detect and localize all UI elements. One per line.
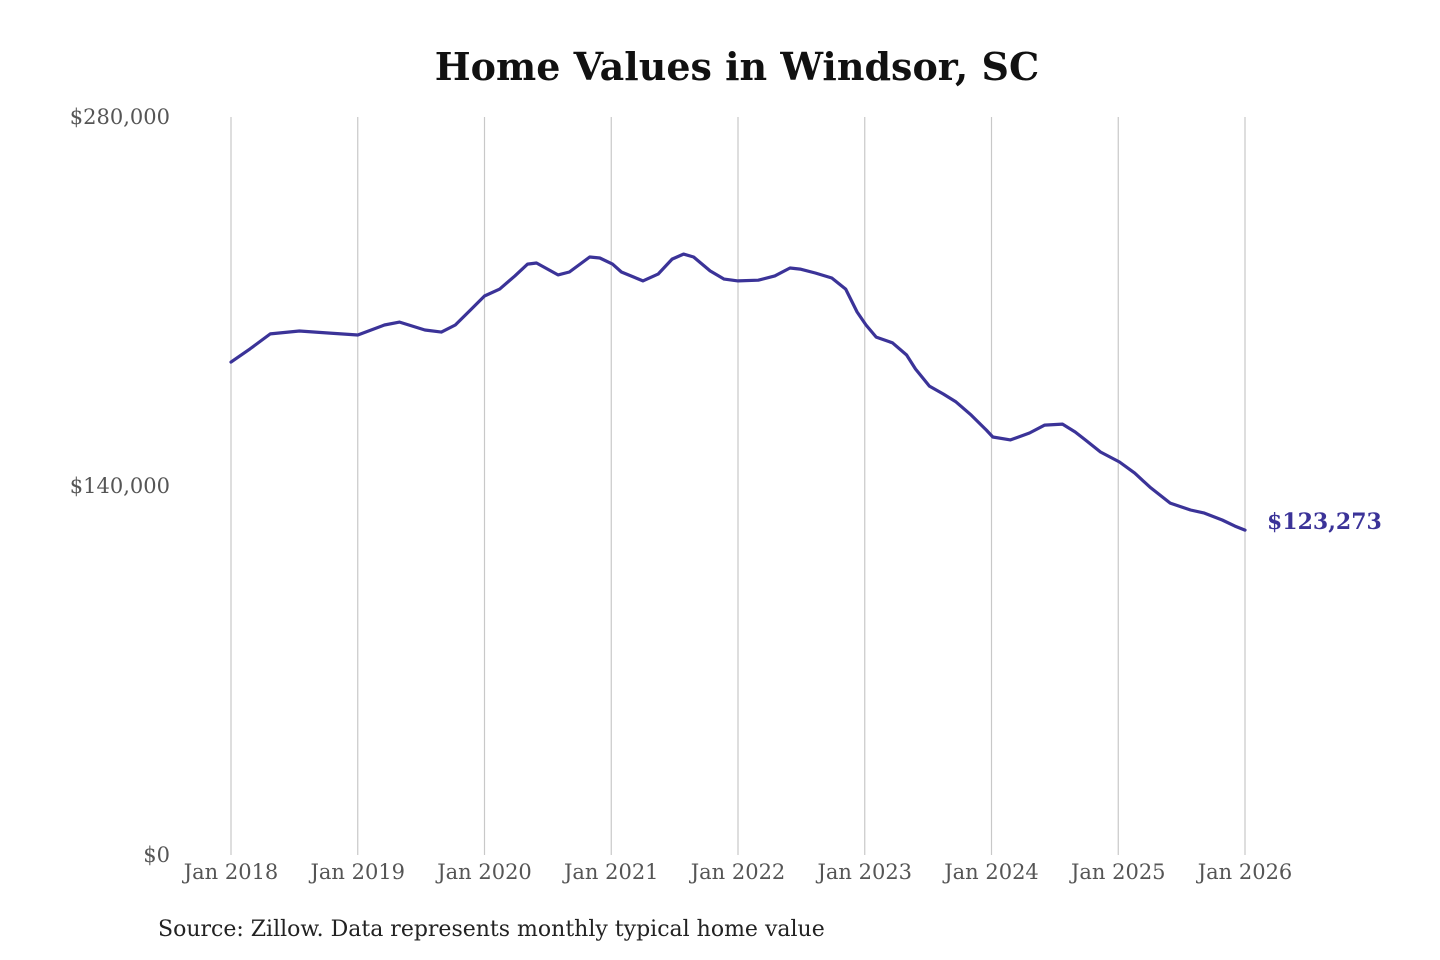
x-tick-label: Jan 2020 [435, 860, 532, 884]
x-tick-label: Jan 2024 [942, 860, 1039, 884]
source-note: Source: Zillow. Data represents monthly … [158, 917, 825, 942]
chart-title: Home Values in Windsor, SC [434, 44, 1040, 89]
y-tick-label: $140,000 [70, 474, 170, 498]
x-tick-label: Jan 2026 [1196, 860, 1293, 884]
y-tick-label: $0 [143, 843, 170, 867]
x-tick-label: Jan 2021 [562, 860, 659, 884]
x-tick-label: Jan 2023 [815, 860, 912, 884]
x-tick-label: Jan 2018 [182, 860, 279, 884]
x-tick-label: Jan 2019 [308, 860, 405, 884]
series-line [229, 252, 1247, 532]
y-tick-label: $280,000 [70, 105, 170, 129]
x-tick-label: Jan 2022 [689, 860, 786, 884]
end-value-label: $123,273 [1267, 509, 1382, 535]
x-tick-label: Jan 2025 [1069, 860, 1166, 884]
